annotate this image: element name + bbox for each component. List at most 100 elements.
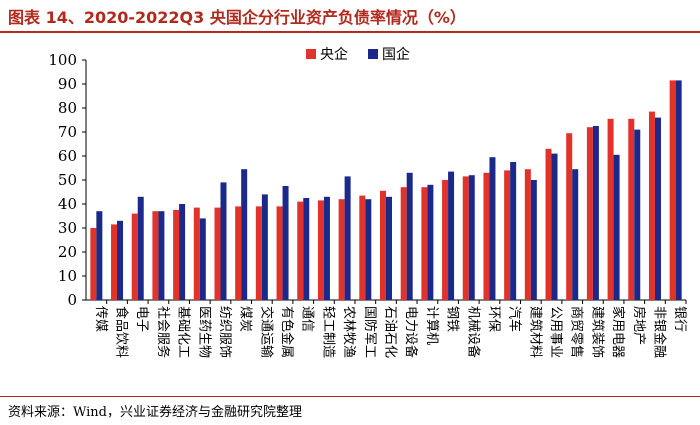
x-tick-label: 食品饮料 xyxy=(114,306,130,358)
bar-state xyxy=(303,198,310,300)
x-tick-label: 医药生物 xyxy=(196,306,211,358)
bar-state xyxy=(510,162,517,300)
x-tick-label: 建筑装饰 xyxy=(589,306,605,358)
bar-central xyxy=(173,210,180,300)
bar-state xyxy=(406,172,413,300)
x-tick-label: 房地产 xyxy=(631,306,647,345)
x-tick-label: 石油石化 xyxy=(383,306,398,358)
bar-state xyxy=(261,194,268,300)
x-tick-label: 建筑材料 xyxy=(527,306,543,358)
y-tick-label: 90 xyxy=(58,75,77,93)
y-tick-label: 0 xyxy=(67,291,77,309)
bar-central xyxy=(648,111,655,300)
bar-state xyxy=(530,180,537,300)
bar-state xyxy=(137,196,144,300)
y-tick-label: 100 xyxy=(48,51,77,69)
bar-chart: 0 10 20 30 40 50 60 70 80 90 100 传媒 食品饮料 电子 社会服务 基础化工 医药… xyxy=(48,51,687,358)
bar-central xyxy=(90,228,97,300)
bar-central xyxy=(111,224,118,300)
source-note: 资料来源：Wind，兴业证券经济与金融研究院整理 xyxy=(8,405,302,420)
legend-label-state: 国企 xyxy=(382,47,410,63)
x-tick-label: 汽车 xyxy=(507,306,523,332)
bar-central xyxy=(607,118,614,300)
bar-state xyxy=(572,169,579,300)
bar-state xyxy=(551,153,558,300)
legend-swatch-central xyxy=(306,49,316,59)
x-tick-label: 非银金融 xyxy=(651,306,667,358)
bar-state xyxy=(117,220,124,300)
legend-item-state: 国企 xyxy=(368,44,410,64)
legend-item-central: 央企 xyxy=(306,44,348,64)
bar-state xyxy=(241,169,248,300)
x-tick-label: 银行 xyxy=(672,306,687,332)
bar-state xyxy=(386,196,392,300)
x-tick-label: 交通运输 xyxy=(258,306,274,358)
bar-central xyxy=(628,118,635,300)
bar-central xyxy=(400,187,407,300)
bar-central xyxy=(566,133,573,300)
bar-state xyxy=(448,171,455,300)
bar-state xyxy=(365,199,372,300)
bar-state xyxy=(634,129,641,300)
bar-state xyxy=(613,154,620,300)
x-tick-label: 环保 xyxy=(486,306,501,332)
x-tick-label: 家用电器 xyxy=(610,306,626,358)
legend-label-central: 央企 xyxy=(320,47,348,63)
bar-central xyxy=(545,148,552,300)
x-tick-label: 商贸零售 xyxy=(569,306,585,358)
x-tick-label: 机械设备 xyxy=(465,306,481,358)
x-tick-label: 计算机 xyxy=(424,306,439,345)
bar-central xyxy=(193,207,200,300)
bar-state xyxy=(282,186,289,300)
bar-state xyxy=(344,176,351,300)
bar-central xyxy=(421,187,428,300)
x-tick-label: 农林牧渔 xyxy=(341,306,356,358)
bar-central xyxy=(276,206,283,300)
bar-state xyxy=(220,182,227,300)
bar-state xyxy=(179,204,186,300)
y-tick-label: 30 xyxy=(58,219,77,237)
x-tick-label: 纺织服饰 xyxy=(217,306,232,358)
bar-central xyxy=(586,127,593,300)
bar-central xyxy=(255,206,262,300)
bar-state xyxy=(489,157,496,300)
x-tick-label: 传媒 xyxy=(93,306,108,332)
bar-state xyxy=(96,211,103,300)
x-tick-label: 电力设备 xyxy=(403,306,419,358)
bar-central xyxy=(297,201,304,300)
bar-central xyxy=(669,80,676,301)
x-tick-label: 电子 xyxy=(134,306,149,332)
x-tick-label: 公用事业 xyxy=(548,306,563,358)
y-tick-label: 60 xyxy=(58,147,77,165)
x-tick-label: 煤炭 xyxy=(238,306,253,332)
bar-state xyxy=(323,196,330,300)
bar-state xyxy=(654,117,661,300)
y-tick-label: 80 xyxy=(58,99,77,117)
bar-central xyxy=(380,190,386,300)
bar-central xyxy=(317,200,324,300)
chart-legend: 央企 国企 xyxy=(306,44,424,64)
y-tick-label: 20 xyxy=(58,243,77,261)
bar-central xyxy=(442,180,449,300)
x-tick-label: 社会服务 xyxy=(155,306,171,358)
x-tick-label: 基础化工 xyxy=(176,306,191,358)
y-tick-label: 50 xyxy=(58,171,77,189)
figure-title: 图表 14、2020-2022Q3 央国企分行业资产负债率情况（%） xyxy=(8,8,466,27)
bar-central xyxy=(214,207,221,300)
y-tick-label: 40 xyxy=(58,195,77,213)
source-rule xyxy=(0,396,700,397)
bar-central xyxy=(483,172,490,300)
bar-central xyxy=(131,213,138,300)
bar-central xyxy=(524,169,531,300)
bar-state xyxy=(468,175,475,300)
bar-central xyxy=(338,199,345,300)
y-tick-label: 70 xyxy=(58,123,77,141)
x-tick-label: 轻工制造 xyxy=(320,306,335,358)
bar-central xyxy=(152,211,159,300)
bar-central xyxy=(235,206,242,300)
bar-state xyxy=(427,184,434,300)
title-rule xyxy=(0,31,700,33)
y-tick-label: 10 xyxy=(58,267,77,285)
x-tick-label: 有色金属 xyxy=(279,306,295,358)
x-tick-label: 钢铁 xyxy=(445,306,460,332)
